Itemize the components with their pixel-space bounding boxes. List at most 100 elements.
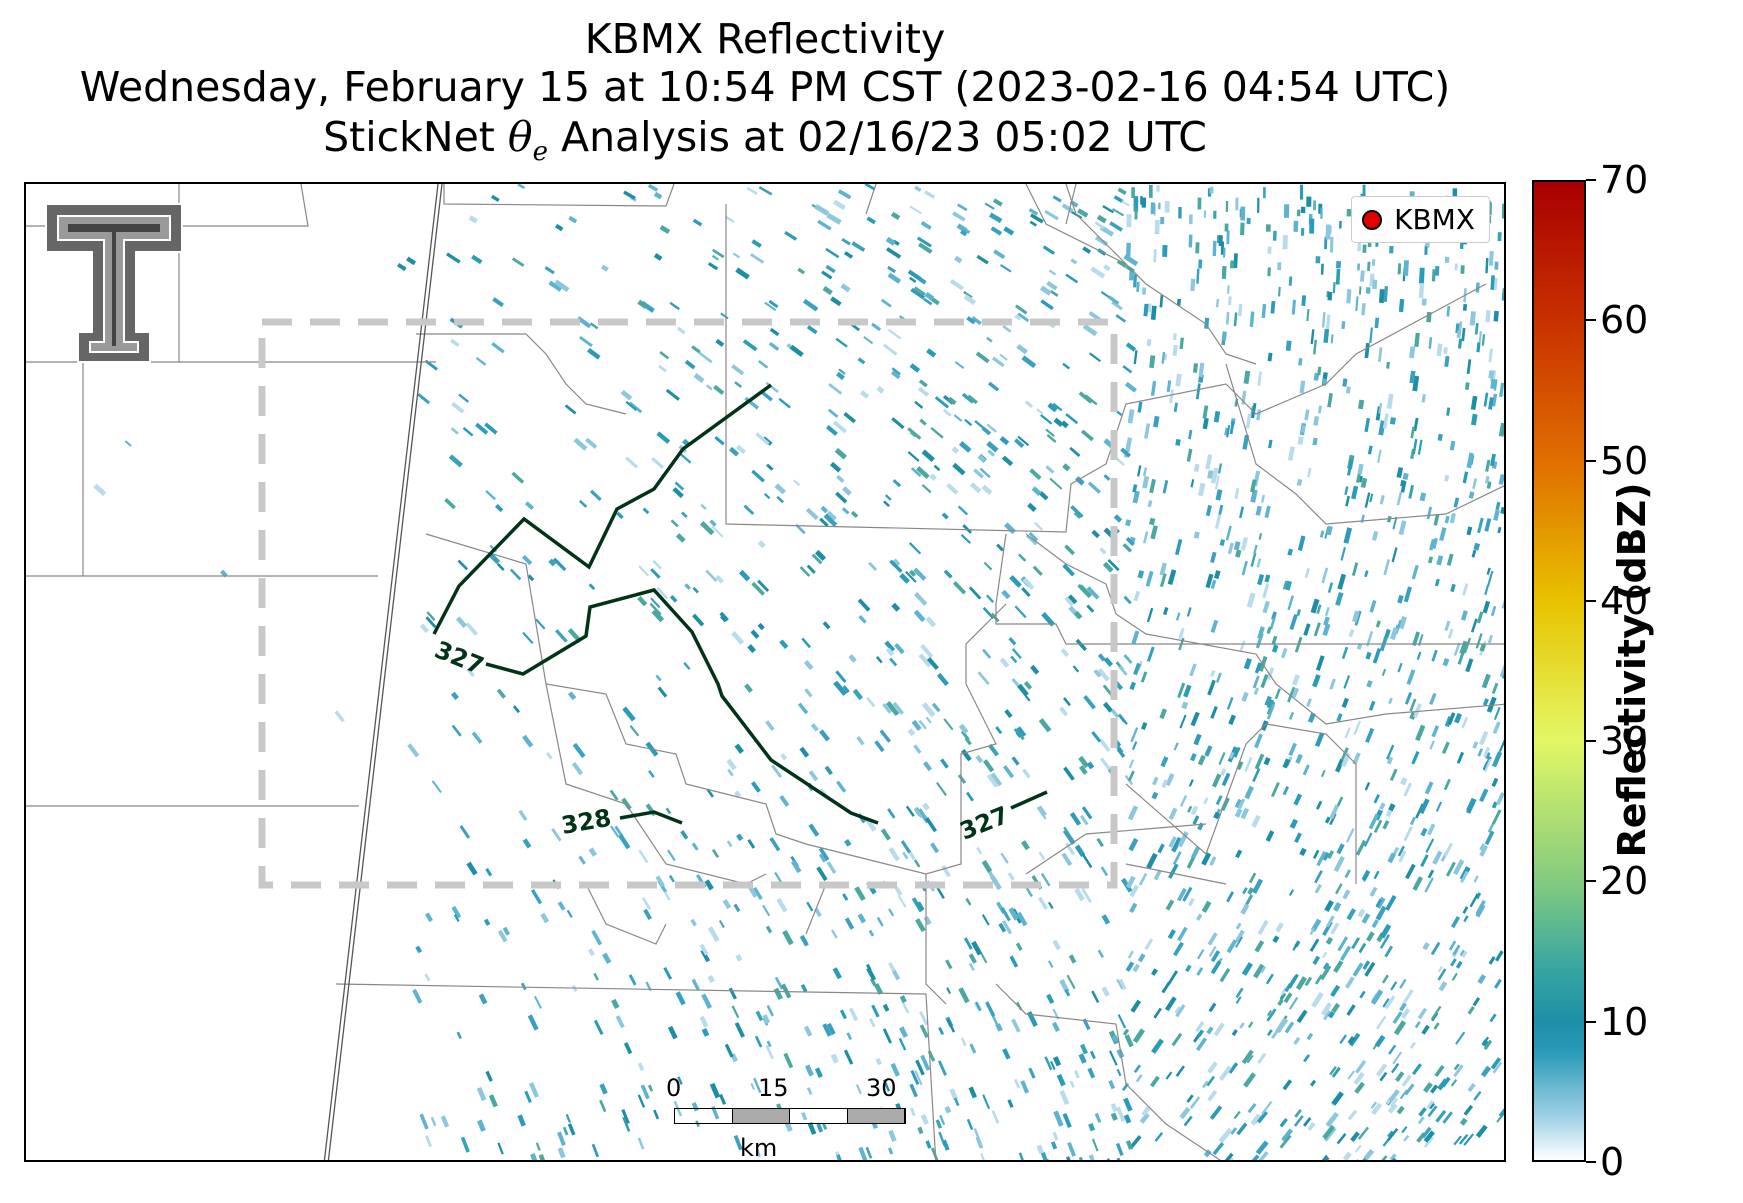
echo-speck <box>1123 654 1133 664</box>
echo-speck <box>803 1025 813 1037</box>
echo-speck <box>1270 781 1280 798</box>
echo-speck <box>567 691 577 701</box>
echo-speck <box>868 561 878 571</box>
echo-speck <box>821 270 833 280</box>
echo-speck <box>502 926 511 936</box>
echo-speck <box>1416 651 1422 661</box>
echo-speck <box>765 720 775 731</box>
echo-speck <box>1215 795 1223 806</box>
echo-speck <box>774 976 784 990</box>
echo-speck <box>1343 527 1353 544</box>
echo-speck <box>681 511 688 519</box>
echo-speck <box>1498 1103 1504 1118</box>
echo-speck <box>1324 236 1328 250</box>
echo-speck <box>1477 974 1487 985</box>
echo-speck <box>1360 514 1365 523</box>
echo-speck <box>1265 224 1271 232</box>
echo-speck <box>1121 200 1130 207</box>
echo-speck <box>826 425 838 436</box>
echo-speck <box>1046 280 1058 291</box>
echo-speck <box>1444 474 1450 482</box>
echo-speck <box>875 656 883 664</box>
echo-speck <box>1345 495 1351 507</box>
echo-speck <box>1137 401 1143 413</box>
echo-speck <box>675 991 686 1006</box>
echo-speck <box>957 505 969 516</box>
echo-speck <box>1263 757 1271 766</box>
echo-speck <box>909 363 921 373</box>
echo-speck <box>1252 878 1264 894</box>
echo-speck <box>891 417 905 430</box>
echo-speck <box>968 1086 977 1099</box>
echo-speck <box>1479 788 1489 803</box>
echo-speck <box>492 297 504 308</box>
echo-speck <box>1274 688 1281 700</box>
echo-speck <box>1431 1005 1442 1020</box>
echo-speck <box>934 396 950 409</box>
echo-speck <box>1345 828 1355 843</box>
echo-speck <box>1137 953 1146 963</box>
echo-speck <box>822 286 833 296</box>
echo-speck <box>1009 955 1019 968</box>
echo-speck <box>1327 392 1333 408</box>
echo-speck <box>415 945 423 954</box>
echo-speck <box>659 351 670 360</box>
echo-speck <box>1282 758 1291 769</box>
echo-speck <box>1064 544 1075 556</box>
echo-speck <box>1483 392 1489 407</box>
echo-speck <box>832 420 848 434</box>
echo-speck <box>1212 240 1217 257</box>
echo-speck <box>1000 264 1012 273</box>
echo-speck <box>1324 606 1330 617</box>
radar-map[interactable]: 327 328 327 KBMX 0 15 30 km <box>24 182 1506 1162</box>
echo-speck <box>448 454 463 468</box>
echo-speck <box>1484 584 1490 596</box>
echo-speck <box>909 569 917 577</box>
echo-speck <box>975 1136 984 1149</box>
echo-speck <box>1172 851 1182 866</box>
echo-speck <box>1320 207 1323 219</box>
echo-speck <box>1149 1075 1160 1088</box>
echo-speck <box>875 1057 882 1066</box>
echo-speck <box>1339 1034 1347 1044</box>
echo-speck <box>982 648 992 659</box>
echo-speck <box>1344 869 1351 879</box>
echo-speck <box>1304 409 1310 421</box>
echo-speck <box>1188 779 1194 787</box>
echo-speck <box>935 1119 943 1129</box>
echo-speck <box>1492 1061 1503 1074</box>
echo-speck <box>1065 273 1079 284</box>
echo-speck <box>1003 765 1015 779</box>
echo-speck <box>1339 945 1352 962</box>
echo-speck <box>1039 285 1052 296</box>
echo-speck <box>1323 328 1330 343</box>
echo-speck <box>1422 942 1430 951</box>
echo-speck <box>1143 303 1149 317</box>
echo-speck <box>933 464 941 472</box>
echo-speck <box>986 773 999 788</box>
echo-speck <box>457 559 469 571</box>
echo-speck <box>1247 1021 1254 1029</box>
echo-speck <box>1397 845 1405 857</box>
echo-speck <box>1351 610 1360 623</box>
echo-speck <box>930 426 944 439</box>
echo-speck <box>1116 259 1127 268</box>
echo-speck <box>1117 713 1126 723</box>
echo-speck <box>952 211 966 222</box>
echo-speck <box>1099 738 1111 753</box>
echo-speck <box>1307 712 1316 723</box>
echo-speck <box>823 513 838 527</box>
echo-speck <box>540 912 550 924</box>
echo-speck <box>857 357 866 365</box>
echo-speck <box>684 359 696 370</box>
echo-speck <box>1123 595 1132 605</box>
echo-speck <box>926 657 939 671</box>
echo-speck <box>1074 610 1083 620</box>
echo-speck <box>718 919 725 929</box>
echo-speck <box>618 833 631 850</box>
echo-speck <box>1444 256 1450 263</box>
echo-speck <box>590 489 602 501</box>
echo-speck <box>668 874 675 883</box>
echo-speck <box>916 901 925 912</box>
echo-speck <box>407 743 420 758</box>
